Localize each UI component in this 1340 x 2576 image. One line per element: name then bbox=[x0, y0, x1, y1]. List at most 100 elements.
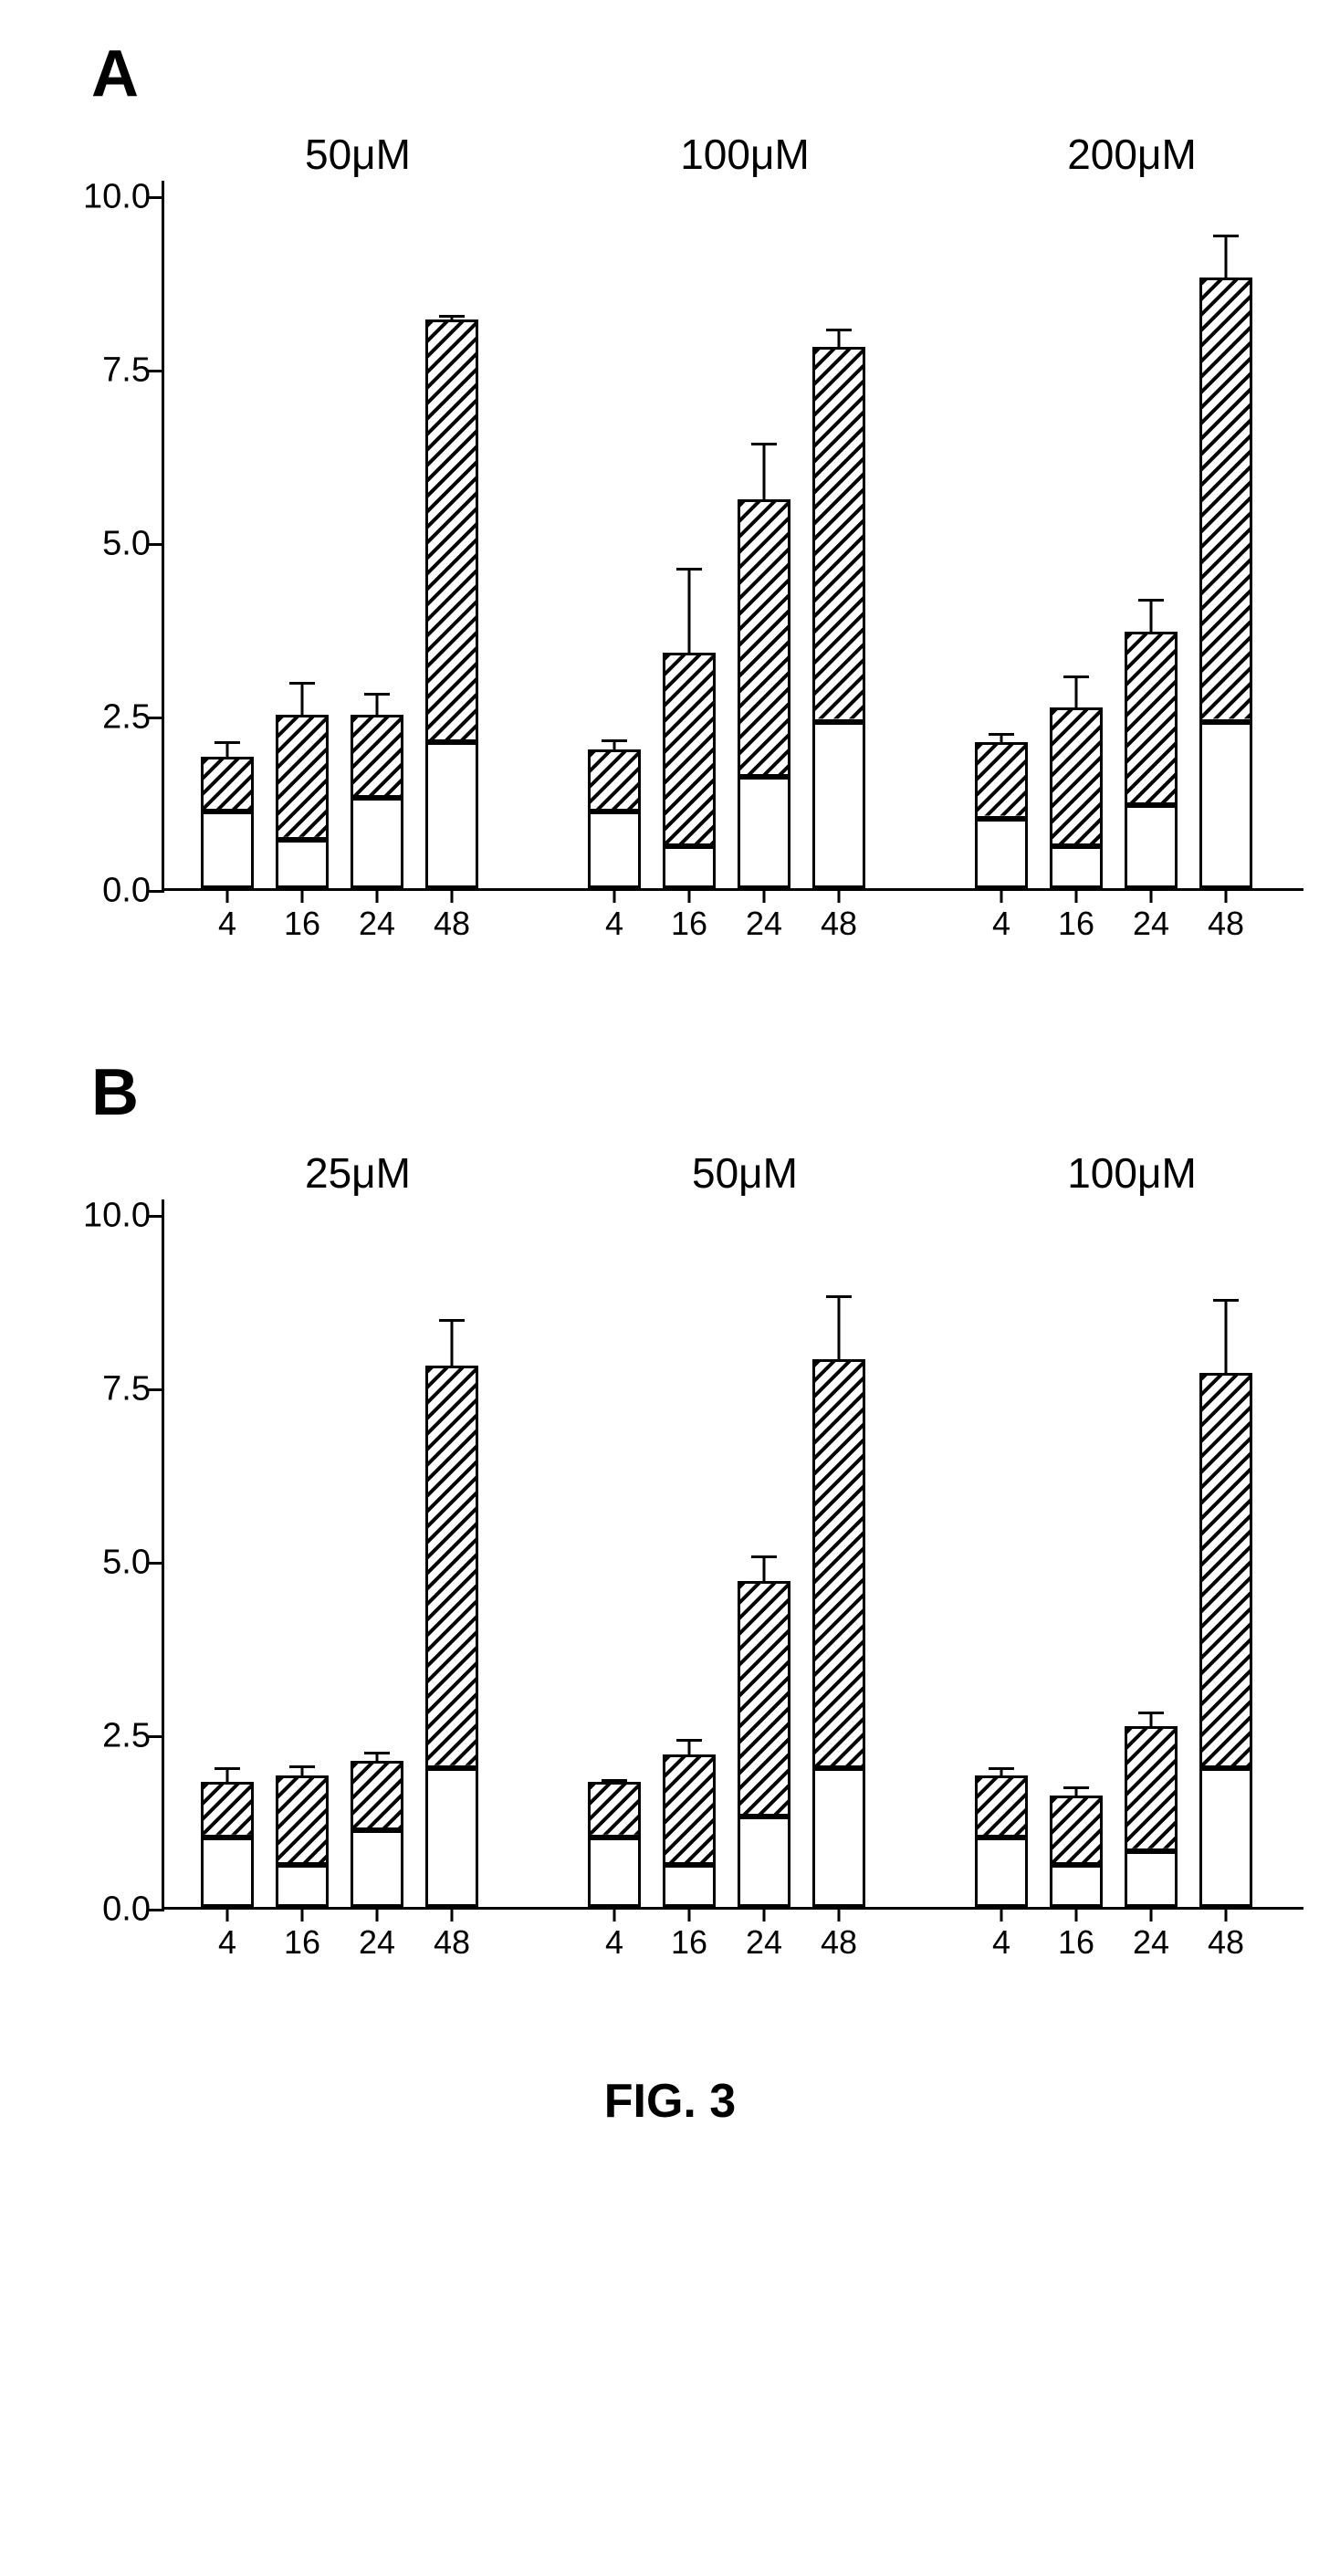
bar-segment-bottom bbox=[1050, 1865, 1103, 1907]
error-cap bbox=[1063, 675, 1089, 678]
bar-slot: 48 bbox=[425, 1216, 478, 1907]
bar-slot: 4 bbox=[201, 197, 254, 888]
bar-segment-top bbox=[588, 1782, 641, 1838]
error-cap bbox=[1213, 235, 1239, 237]
x-tick-mark bbox=[613, 1907, 616, 1922]
bar-segment-bottom bbox=[663, 846, 716, 888]
x-tick-label: 24 bbox=[746, 1923, 782, 1962]
y-tick-label: 5.0 bbox=[102, 1544, 151, 1583]
bar-group: 4162448 bbox=[975, 1216, 1252, 1907]
bar-segment-bottom bbox=[738, 777, 790, 888]
bar-segment-bottom bbox=[588, 1838, 641, 1907]
bar-segment-top bbox=[1199, 277, 1252, 721]
bar-segment-bottom bbox=[975, 1838, 1028, 1907]
bar-segment-bottom bbox=[1199, 1768, 1252, 1907]
bar-segment-top bbox=[1125, 1726, 1178, 1851]
y-axis-top-stub bbox=[162, 1199, 164, 1216]
group-titles-row: 50μM100μM200μM bbox=[183, 130, 1303, 179]
group-title: 100μM bbox=[606, 130, 884, 179]
error-cap bbox=[1138, 599, 1164, 602]
x-tick-label: 16 bbox=[1058, 1923, 1094, 1962]
error-cap bbox=[215, 741, 240, 744]
bar-slot: 16 bbox=[663, 197, 716, 888]
bar-segment-bottom bbox=[738, 1817, 790, 1907]
bar-segment-top bbox=[812, 1359, 865, 1768]
stacked-bar bbox=[425, 319, 478, 888]
error-cap bbox=[289, 1765, 315, 1768]
group-title: 200μM bbox=[993, 130, 1271, 179]
stacked-bar bbox=[588, 1782, 641, 1907]
bar-slot: 48 bbox=[812, 197, 865, 888]
error-cap bbox=[215, 1767, 240, 1770]
plot-area: 416244841624484162448 bbox=[164, 197, 1303, 891]
bar-segment-top bbox=[663, 1754, 716, 1866]
x-tick-mark bbox=[451, 888, 454, 903]
bar-segment-top bbox=[425, 1366, 478, 1768]
bar-segment-top bbox=[351, 1761, 403, 1830]
stacked-bar bbox=[975, 1775, 1028, 1907]
error-cap bbox=[751, 443, 777, 445]
x-tick-label: 4 bbox=[605, 905, 623, 943]
error-bar bbox=[1150, 601, 1153, 632]
error-cap bbox=[676, 1739, 702, 1742]
x-tick-label: 48 bbox=[821, 1923, 857, 1962]
bar-segment-top bbox=[975, 742, 1028, 819]
bar-group: 4162448 bbox=[588, 197, 865, 888]
bar-segment-bottom bbox=[351, 798, 403, 888]
x-tick-mark bbox=[376, 888, 379, 903]
error-cap bbox=[676, 568, 702, 571]
x-tick-label: 24 bbox=[1133, 905, 1169, 943]
x-tick-label: 24 bbox=[359, 1923, 395, 1962]
x-tick-label: 16 bbox=[284, 905, 320, 943]
group-title: 50μM bbox=[606, 1148, 884, 1198]
bar-slot: 16 bbox=[663, 1216, 716, 1907]
bar-segment-top bbox=[1125, 632, 1178, 805]
stacked-bar bbox=[663, 653, 716, 888]
x-tick-label: 24 bbox=[746, 905, 782, 943]
x-tick-mark bbox=[1000, 1907, 1003, 1922]
bar-segment-bottom bbox=[1125, 805, 1178, 888]
bar-slot: 24 bbox=[351, 1216, 403, 1907]
x-tick-mark bbox=[838, 888, 841, 903]
bar-segment-top bbox=[276, 1775, 329, 1866]
stacked-bar bbox=[201, 1782, 254, 1907]
error-cap bbox=[602, 739, 627, 742]
error-cap bbox=[989, 733, 1014, 736]
bar-segment-top bbox=[351, 715, 403, 798]
bar-slot: 16 bbox=[1050, 1216, 1103, 1907]
error-bar bbox=[763, 445, 766, 500]
panel-B: B25μM50μM100μM0.02.55.07.510.04162448416… bbox=[37, 1055, 1303, 1910]
x-tick-label: 4 bbox=[218, 1923, 236, 1962]
bar-slot: 4 bbox=[588, 197, 641, 888]
bar-slot: 48 bbox=[425, 197, 478, 888]
x-tick-mark bbox=[226, 888, 229, 903]
y-tick-label: 0.0 bbox=[102, 1890, 151, 1930]
stacked-bar bbox=[738, 499, 790, 888]
bar-slot: 4 bbox=[588, 1216, 641, 1907]
error-bar bbox=[1225, 1300, 1228, 1373]
x-tick-mark bbox=[451, 1907, 454, 1922]
bar-segment-bottom bbox=[1050, 846, 1103, 888]
group-title: 100μM bbox=[993, 1148, 1271, 1198]
stacked-bar bbox=[351, 1761, 403, 1907]
group-titles-row: 25μM50μM100μM bbox=[183, 1148, 1303, 1198]
x-tick-label: 4 bbox=[605, 1923, 623, 1962]
x-tick-mark bbox=[688, 1907, 691, 1922]
error-cap bbox=[826, 1295, 852, 1298]
bar-slot: 24 bbox=[1125, 197, 1178, 888]
x-tick-label: 48 bbox=[434, 905, 470, 943]
bar-slot: 24 bbox=[351, 197, 403, 888]
y-tick-label: 7.5 bbox=[102, 351, 151, 391]
panel-label: B bbox=[91, 1055, 1303, 1130]
x-tick-mark bbox=[1075, 1907, 1078, 1922]
y-tick-label: 2.5 bbox=[102, 1717, 151, 1756]
x-tick-mark bbox=[1150, 1907, 1153, 1922]
bar-slot: 16 bbox=[1050, 197, 1103, 888]
bar-slot: 24 bbox=[738, 1216, 790, 1907]
y-tick-label: 10.0 bbox=[83, 178, 151, 217]
bar-segment-top bbox=[975, 1775, 1028, 1838]
bar-segment-top bbox=[738, 499, 790, 777]
error-bar bbox=[301, 684, 304, 715]
stacked-bar bbox=[588, 749, 641, 888]
error-bar bbox=[1225, 236, 1228, 278]
